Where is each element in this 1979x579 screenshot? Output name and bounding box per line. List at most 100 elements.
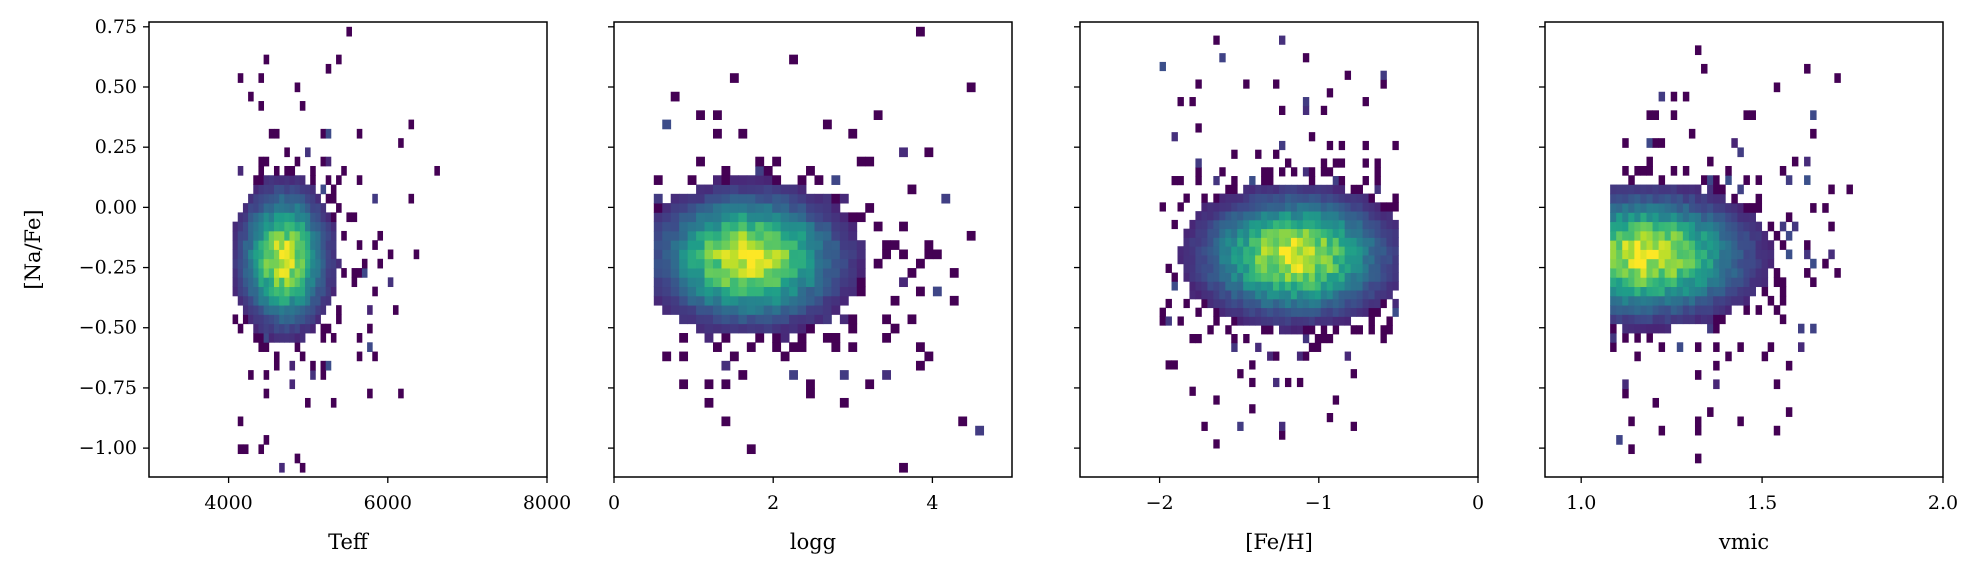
heatmap-cell — [248, 268, 254, 278]
heatmap-cell — [1664, 295, 1672, 306]
heatmap-cell — [1290, 325, 1298, 335]
heatmap-cell — [1682, 212, 1690, 223]
heatmap-cell — [1725, 268, 1732, 278]
heatmap-cell — [1249, 298, 1256, 309]
heatmap-cell — [772, 277, 782, 288]
heatmap-cell — [1189, 97, 1196, 107]
heatmap-cell — [325, 221, 332, 232]
heatmap-cell — [941, 193, 951, 204]
heatmap-cell — [1320, 298, 1328, 309]
heatmap-cell — [377, 258, 384, 269]
heatmap-cell — [1284, 263, 1292, 273]
heatmap-cell — [806, 249, 815, 260]
heatmap-cell — [1302, 237, 1310, 247]
heatmap-cell — [1737, 416, 1744, 427]
heatmap-cell — [1749, 286, 1756, 297]
heatmap-cell — [653, 286, 663, 297]
heatmap-cell — [1314, 193, 1322, 203]
heatmap-cell — [1622, 277, 1629, 288]
heatmap-cell — [1707, 193, 1714, 204]
heatmap-cell — [721, 277, 731, 288]
heatmap-cell — [1658, 240, 1666, 250]
heatmap-cell — [1177, 97, 1184, 107]
heatmap-cell — [831, 203, 841, 213]
heatmap-cell — [1725, 258, 1732, 269]
heatmap-cell — [1255, 149, 1262, 159]
heatmap-cell — [1380, 211, 1387, 221]
heatmap-cell — [1688, 193, 1696, 204]
heatmap-cell — [1694, 221, 1702, 232]
heatmap-cell — [729, 230, 739, 241]
heatmap-cell — [763, 212, 773, 223]
heatmap-cell — [1231, 342, 1238, 352]
heatmap-cell — [1231, 255, 1238, 265]
heatmap-cell — [713, 314, 722, 325]
heatmap-cell — [814, 175, 824, 185]
heatmap-cell — [284, 193, 290, 204]
heatmap-cell — [729, 305, 739, 315]
heatmap-cell — [1392, 140, 1399, 151]
heatmap-cell — [822, 249, 832, 260]
heatmap-cell — [772, 295, 782, 306]
y-tick-label: −0.50 — [79, 317, 137, 339]
heatmap-cell — [320, 333, 327, 343]
heatmap-cell — [1737, 249, 1744, 260]
heatmap-cell — [279, 240, 285, 250]
heatmap-cell — [263, 435, 270, 445]
heatmap-cell — [679, 212, 689, 223]
heatmap-cell — [387, 249, 394, 260]
heatmap-cell — [814, 240, 824, 250]
heatmap-cell — [268, 175, 275, 185]
heatmap-cell — [1362, 211, 1369, 221]
heatmap-cell — [1743, 175, 1750, 185]
heatmap-cell — [780, 323, 790, 334]
heatmap-cell — [1332, 193, 1340, 203]
heatmap-cell — [1743, 240, 1750, 250]
heatmap-cell — [1290, 228, 1298, 238]
heatmap-cell — [1183, 272, 1190, 282]
heatmap-cell — [831, 277, 841, 288]
heatmap-cell — [1237, 255, 1244, 265]
heatmap-cell — [755, 221, 765, 232]
heatmap-cell — [253, 175, 259, 185]
heatmap-cell — [662, 203, 672, 213]
heatmap-cell — [232, 314, 239, 325]
heatmap-cell — [1622, 184, 1629, 195]
heatmap-cell — [1694, 286, 1702, 297]
heatmap-cell — [670, 212, 680, 223]
heatmap-cell — [1261, 263, 1268, 273]
heatmap-cell — [1255, 272, 1262, 282]
heatmap-cell — [1332, 298, 1340, 309]
heatmap-cell — [687, 193, 697, 204]
heatmap-cell — [1743, 203, 1750, 213]
heatmap-cell — [806, 305, 815, 315]
heatmap-cell — [237, 221, 244, 232]
heatmap-cell — [299, 305, 306, 315]
heatmap-cell — [1296, 307, 1304, 317]
heatmap-cell — [822, 240, 832, 250]
heatmap-cell — [294, 323, 301, 334]
heatmap-cell — [1296, 377, 1304, 388]
heatmap-cell — [1737, 268, 1744, 278]
heatmap-cell — [1207, 255, 1214, 265]
heatmap-cell — [1290, 184, 1298, 194]
heatmap-cell — [721, 268, 731, 278]
heatmap-cell — [1332, 307, 1340, 317]
heatmap-cell — [248, 212, 254, 223]
heatmap-cell — [789, 258, 798, 269]
heatmap-cell — [1670, 277, 1678, 288]
heatmap-cell — [1646, 230, 1653, 241]
heatmap-cell — [1622, 295, 1629, 306]
heatmap-cell — [1652, 323, 1660, 334]
heatmap-cell — [258, 277, 265, 288]
heatmap-cell — [1707, 295, 1714, 306]
heatmap-cell — [1713, 212, 1720, 223]
heatmap-cell — [1713, 258, 1720, 269]
heatmap-cell — [704, 305, 714, 315]
heatmap-cell — [822, 314, 832, 325]
heatmap-cell — [325, 360, 332, 371]
heatmap-cell — [1701, 175, 1708, 185]
heatmap-cell — [1610, 240, 1617, 250]
heatmap-cell — [746, 268, 756, 278]
heatmap-cell — [1658, 295, 1666, 306]
